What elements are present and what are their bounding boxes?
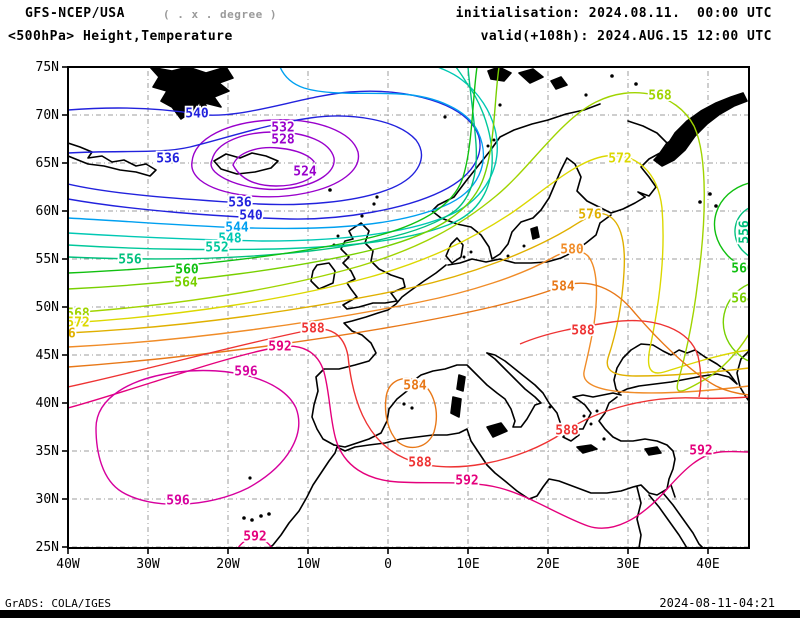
lon-tick-label: 30W [136,557,160,572]
contour-label-592: 592 [455,474,478,489]
contour-label-560: 560 [175,263,199,278]
contour-label-584: 584 [551,280,575,295]
coast-scandinavia [431,103,646,260]
coastlines [68,67,749,548]
lon-tick-label: 20E [536,557,559,572]
contour-label-540: 540 [185,107,209,122]
chart-title: <500hPa> Height,Temperature [8,29,233,44]
small-islands [242,74,718,522]
height-contours [68,67,749,548]
contour-label-540: 540 [239,209,263,224]
lon-tick-label: 40E [696,557,719,572]
coast-nile [636,486,642,548]
contour-label-556: 556 [738,220,753,244]
coast-greenland-archipelago [149,67,234,120]
contour-label-548: 548 [218,232,242,247]
contour-label-544: 544 [225,221,249,236]
lon-tick-label: 10W [296,557,320,572]
lon-tick-label: 30E [616,557,639,572]
contour-label-588: 588 [301,322,325,337]
contour-label-556: 556 [118,253,142,268]
contour-label-588: 588 [571,324,595,339]
lon-tick-label: 40W [56,557,80,572]
coast-iberia-med-italy [333,352,542,448]
coast-south-baltic [447,214,612,266]
lat-tick-label: 25N [36,540,59,555]
contour-label-580: 580 [560,243,584,258]
lat-tick-label: 40N [36,396,59,411]
lon-tick-label: 0 [384,557,392,572]
lat-tick-label: 55N [36,252,59,267]
contour-label-568: 568 [66,307,90,322]
coast-red-sea [648,484,704,548]
contour-label-592: 592 [689,444,712,459]
island-cyprus [644,446,662,456]
coast-black-sea [613,343,738,394]
contour-label-528: 528 [271,133,295,148]
coast-turkey-levant-nafrica [268,396,676,548]
island-corsica [456,374,466,392]
init-time-label: initialisation: 2024.08.11. 00:00 UTC [455,6,772,21]
contour-label-560: 560 [731,262,755,277]
coast-ireland [310,262,336,290]
contour-label-524: 524 [293,165,317,180]
lat-tick-label: 30N [36,492,59,507]
lat-tick-label: 65N [36,156,59,171]
coast-great-britain [340,222,406,310]
contour-label-536: 536 [228,196,252,211]
contour-label-552: 552 [205,241,228,256]
latitude-axis-labels: 75N 70N 65N 60N 55N 50N 45N 40N 35N 30N 25N [36,60,59,555]
contour-label-564: 564 [174,276,198,291]
lon-tick-label: 10E [456,557,479,572]
coast-greenland-se [68,142,157,177]
contour-label-572: 572 [608,152,631,167]
lon-tick-label: 20W [216,557,240,572]
lat-tick-label: 35N [36,444,59,459]
coast-iceland [213,152,279,175]
contour-label-572: 572 [66,316,89,331]
lat-tick-label: 60N [36,204,59,219]
lat-tick-label: 45N [36,348,59,363]
coast-jutland [445,237,464,264]
coast-kola-white-sea [627,120,693,198]
island-gotland [530,226,540,240]
contour-label-576: 576 [578,208,602,223]
contour-label-532: 532 [271,121,294,136]
island-sicily [486,422,508,438]
coast-west-europe [311,264,447,446]
coast-svalbard [487,67,568,90]
creation-timestamp: 2024-08-11-04:21 [659,596,775,610]
contour-label-588: 588 [555,424,579,439]
grads-credit: GrADS: COLA/IGES [5,597,111,610]
bottom-bar [0,610,800,618]
lat-tick-label: 50N [36,300,59,315]
contour-label-596: 596 [234,365,258,380]
contour-label-568: 568 [648,89,672,104]
lat-tick-label: 75N [36,60,59,75]
contour-label-536: 536 [156,152,180,167]
island-crete [576,444,598,454]
valid-time-label: valid(+108h): 2024.AUG.15 12:00 UTC [480,29,772,44]
longitude-axis-labels: 40W 30W 20W 10W 0 10E 20E 30E 40E [56,557,719,572]
coast-novaya-zemlya [653,92,748,167]
grid-resolution-note: ( . x . degree ) [163,8,277,21]
contour-label-592: 592 [243,530,266,545]
contour-label-588: 588 [408,456,432,471]
contour-label-576: 576 [52,327,76,342]
axis-ticks [62,66,709,554]
contour-label-592: 592 [268,340,291,355]
lat-lon-gridlines [68,67,749,548]
model-title: GFS-NCEP/USA [25,6,125,21]
contour-label-584: 584 [403,379,427,394]
lat-tick-label: 70N [36,108,59,123]
coast-balkans-greece [486,352,622,442]
island-sardinia [450,396,462,418]
contour-label-564: 564 [731,292,755,307]
contour-label-596: 596 [166,494,190,509]
